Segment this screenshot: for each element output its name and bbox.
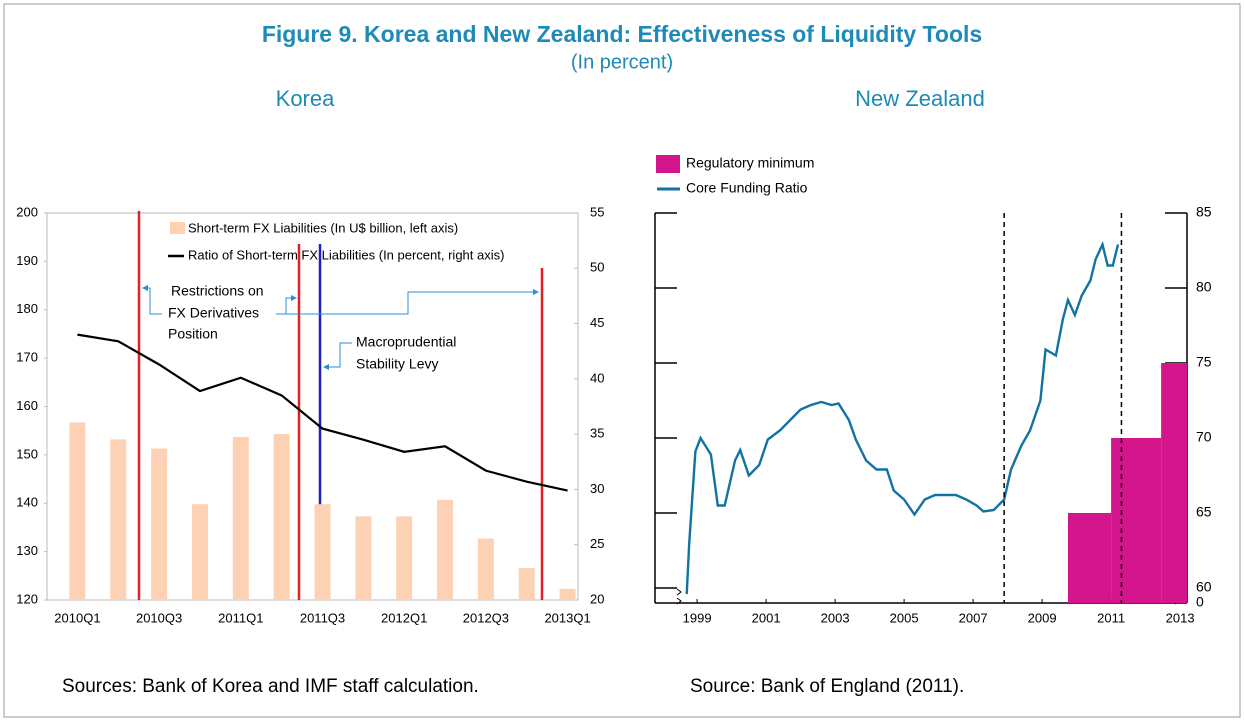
y-tick-label: 150 [16, 446, 38, 461]
bar [232, 436, 249, 600]
frame [3, 3, 1241, 718]
y2-tick-label: 30 [590, 481, 604, 496]
y-tick-label: 65 [1196, 504, 1212, 520]
legend-label: Short-term FX Liabilities (In U$ billion… [188, 220, 458, 235]
legend-label: Core Funding Ratio [686, 180, 808, 196]
y-tick-label: 160 [16, 398, 38, 413]
y-tick-label: 130 [16, 543, 38, 558]
bar [518, 568, 535, 600]
x-tick-label: 2012Q1 [381, 610, 427, 625]
x-tick-label: 1999 [683, 610, 712, 625]
plot-frame [46, 212, 579, 601]
y-tick-label: 190 [16, 253, 38, 268]
x-tick-label: 2011Q1 [218, 610, 263, 625]
legend-label: Ratio of Short-term FX Liabilities (In p… [188, 247, 504, 262]
y-tick-label: 170 [16, 350, 38, 365]
y-tick-label: 70 [1196, 429, 1212, 445]
y-tick-label: 120 [16, 591, 38, 606]
y-tick-label: 180 [16, 301, 38, 316]
bar [559, 588, 576, 600]
bar [110, 439, 127, 600]
bar [396, 516, 413, 600]
figure-subtitle: (In percent) [571, 51, 673, 73]
step-bar [1111, 438, 1162, 603]
y-tick-label: 60 [1196, 579, 1212, 595]
bar [437, 499, 454, 600]
connector [323, 342, 352, 370]
x-tick-label: 2012Q3 [463, 610, 509, 625]
y2-tick-label: 40 [590, 370, 604, 385]
bar [355, 516, 372, 600]
y-tick-label: 200 [16, 204, 38, 219]
legend-swatch [656, 155, 680, 173]
y-tick-label: 140 [16, 495, 38, 510]
y-tick-label: 85 [1196, 204, 1212, 220]
bar [314, 504, 331, 600]
y-tick-label: 75 [1196, 354, 1212, 370]
bar [69, 422, 86, 600]
legend-label: Regulatory minimum [686, 155, 814, 171]
axis-break-label: 0 [1196, 594, 1204, 610]
axis-break [676, 588, 1180, 605]
bar [191, 504, 208, 600]
bar [477, 538, 494, 600]
chart-title: New Zealand [855, 86, 985, 111]
x-tick-label: 2010Q3 [136, 610, 182, 625]
line [685, 240, 1120, 595]
source: Source: Bank of England (2011). [690, 676, 964, 697]
step-bar [1067, 513, 1112, 603]
y2-tick-label: 35 [590, 426, 604, 441]
step-bar [1161, 363, 1187, 603]
annotation: Stability Levy [356, 356, 438, 372]
y2-tick-label: 45 [590, 315, 604, 330]
legend-swatch [170, 222, 185, 234]
source: Sources: Bank of Korea and IMF staff cal… [62, 676, 479, 697]
x-tick-label: 2001 [752, 610, 781, 625]
x-tick-label: 2011Q3 [300, 610, 345, 625]
x-tick-label: 2011 [1097, 610, 1125, 625]
x-tick-label: 2013Q1 [544, 610, 590, 625]
annotation: FX Derivatives [168, 305, 259, 321]
x-tick-label: 2009 [1028, 610, 1057, 625]
x-tick-label: 2010Q1 [54, 610, 100, 625]
bar [151, 448, 168, 600]
connector [142, 285, 162, 315]
figure-title: Figure 9. Korea and New Zealand: Effecti… [262, 21, 982, 47]
x-tick-label: 2005 [890, 610, 919, 625]
annotation: Restrictions on [171, 283, 264, 299]
annotation: Position [168, 326, 218, 342]
y-tick-label: 80 [1196, 279, 1212, 295]
x-tick-label: 2013 [1166, 610, 1195, 625]
x-tick-label: 2007 [959, 610, 988, 625]
y2-tick-label: 50 [590, 260, 604, 275]
y2-tick-label: 20 [590, 591, 604, 606]
y2-tick-label: 25 [590, 536, 604, 551]
annotation: Macroprudential [356, 334, 456, 350]
bar [273, 434, 290, 600]
connector [276, 295, 297, 315]
chart-title: Korea [276, 86, 335, 111]
x-tick-label: 2003 [821, 610, 850, 625]
y2-tick-label: 55 [590, 204, 604, 219]
connector [286, 289, 539, 315]
line [77, 333, 568, 492]
